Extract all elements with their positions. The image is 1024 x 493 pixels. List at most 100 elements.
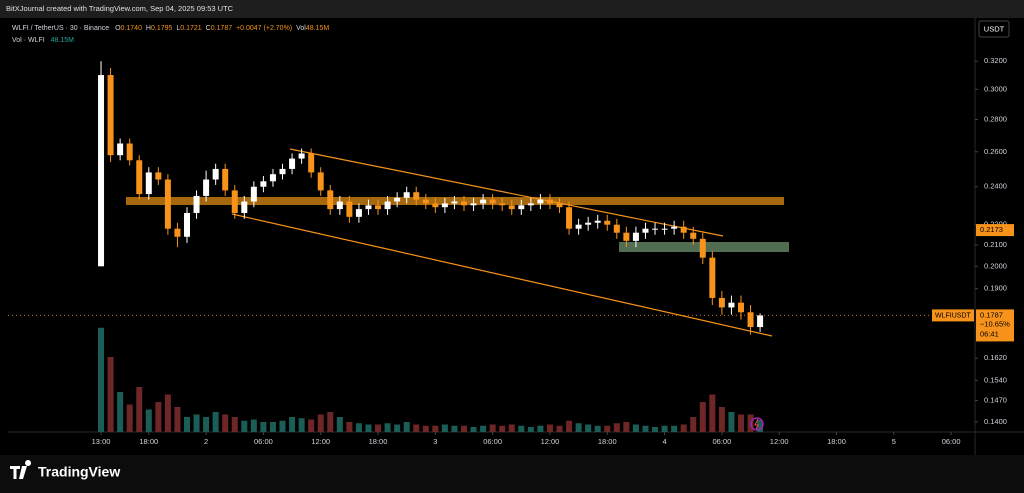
candles (98, 61, 764, 335)
volume-bar (489, 424, 496, 432)
volume-bar (699, 402, 706, 432)
volume-legend: Vol · WLFI 48.15M (12, 37, 74, 44)
volume-bar (327, 412, 334, 432)
candle-body (499, 203, 506, 206)
volume-bar (508, 424, 515, 432)
top-bar (0, 0, 1024, 18)
volume-bar (136, 387, 143, 432)
last-price-change: −10.65% (980, 319, 1010, 328)
volume-bar (652, 427, 659, 432)
candle-body (623, 232, 630, 241)
last-price-label: 0.1787 (980, 310, 1003, 319)
candle-body (747, 312, 754, 328)
candle-body (652, 228, 659, 230)
volume-bar (394, 424, 401, 432)
x-tick-label: 5 (892, 437, 896, 446)
volume-bar (422, 425, 429, 432)
volume-bar (661, 425, 668, 432)
x-tick-label: 12:00 (770, 437, 789, 446)
vol-value: 48.15M (306, 25, 330, 32)
candle-body (527, 203, 534, 206)
volume-bar (632, 424, 639, 432)
x-tick-label: 18:00 (598, 437, 617, 446)
volume-bar (355, 423, 362, 432)
y-tick-label: 0.1470 (984, 396, 1007, 405)
volume-bar (308, 419, 315, 432)
x-tick-label: 06:00 (942, 437, 961, 446)
candle-body (269, 174, 276, 182)
candle-body (403, 192, 410, 198)
y-tick-label: 0.3200 (984, 56, 1007, 65)
candle-body (604, 220, 611, 225)
candle-body (709, 257, 716, 298)
candle-body (241, 201, 248, 213)
symbol: WLFI / TetherUS · 30 · Binance (12, 25, 109, 32)
last-price-symbol-box (932, 309, 974, 322)
x-tick-label: 06:00 (483, 437, 502, 446)
currency-label: USDT (984, 24, 1005, 33)
y-tick-label: 0.1540 (984, 375, 1007, 384)
volume-bar (441, 424, 448, 432)
candle-body (212, 168, 219, 180)
currency-button[interactable] (978, 20, 1010, 38)
watermark: BitXJournal created with TradingView.com… (6, 4, 234, 13)
volume-bar (403, 422, 410, 432)
candle-body (537, 199, 544, 204)
channel-lower (231, 213, 773, 337)
volume-bar (250, 419, 257, 432)
candle-body (546, 199, 553, 204)
x-tick-label: 12:00 (541, 437, 560, 446)
change: +0.0047 (+2.70%) (236, 25, 292, 32)
candle-body (317, 172, 324, 191)
candle-body (384, 201, 391, 210)
x-tick-label: 18:00 (369, 437, 388, 446)
candle-body (126, 143, 133, 161)
volume-bar (518, 425, 525, 432)
candle-body (718, 297, 725, 308)
y-tick-label: 0.2800 (984, 114, 1007, 123)
candle-body (508, 205, 515, 210)
volume-bar (470, 427, 477, 432)
candle-body (422, 199, 429, 204)
volume-bar (413, 424, 420, 432)
candle-body (164, 179, 171, 229)
candle-body (470, 203, 477, 206)
candle-body (117, 143, 124, 156)
volume-bar (432, 425, 439, 432)
candle-body (441, 203, 448, 208)
volume-bar (346, 422, 353, 432)
volume-bar (164, 394, 171, 432)
volume-bar (107, 357, 114, 432)
chart-area (0, 18, 1024, 455)
x-tick-label: 12:00 (311, 437, 330, 446)
volume-bar (585, 424, 592, 432)
y-tick-label: 0.3000 (984, 84, 1007, 93)
volume-bar (365, 424, 372, 432)
ohlc-label: O (115, 25, 121, 32)
volume-bar (594, 425, 601, 432)
candle-body (193, 195, 200, 213)
footer (0, 455, 1024, 493)
volume-bar (546, 424, 553, 432)
x-tick-label: 18:00 (827, 437, 846, 446)
volume-pane (98, 327, 764, 432)
volume-bar (193, 414, 200, 432)
x-tick-label: 06:00 (254, 437, 273, 446)
volume-legend-value: 48.15M (51, 37, 75, 44)
candle-body (413, 192, 420, 200)
ohlc-label: H (146, 25, 151, 32)
y-tick-label: 0.2600 (984, 147, 1007, 156)
volume-bar (260, 422, 267, 432)
x-tick-label: 4 (662, 437, 666, 446)
last-price-symbol: WLFIUSDT (935, 312, 972, 319)
candle-body (355, 209, 362, 217)
volume-bar (556, 425, 563, 432)
candle-body (250, 186, 257, 202)
candle-body (671, 226, 678, 229)
volume-bar (183, 417, 190, 432)
candle-body (289, 158, 296, 169)
candle-body (260, 181, 267, 187)
event-icon[interactable] (750, 417, 764, 431)
candle-body (203, 179, 210, 196)
